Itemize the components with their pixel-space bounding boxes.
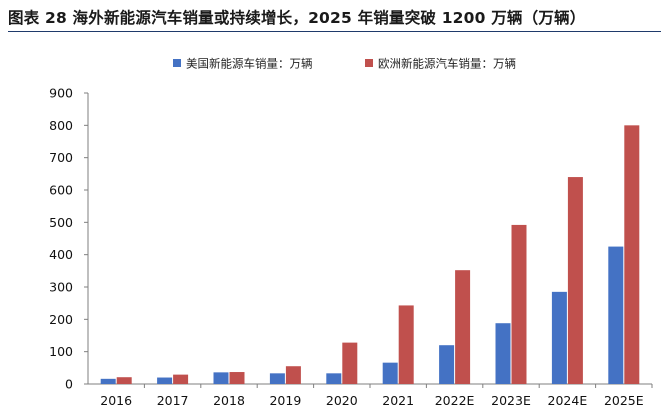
- bar: [213, 372, 229, 384]
- bar: [624, 125, 640, 384]
- y-tick-label: 0: [65, 377, 73, 392]
- y-tick-label: 400: [49, 247, 73, 262]
- bar: [342, 342, 358, 384]
- x-tick-label: 2020: [326, 393, 358, 408]
- y-tick-label: 800: [49, 118, 73, 133]
- y-tick-label: 200: [49, 312, 73, 327]
- x-tick-label: 2018: [213, 393, 245, 408]
- y-tick-label: 900: [49, 86, 73, 101]
- bar: [173, 374, 189, 384]
- legend-swatch: [173, 59, 181, 67]
- x-tick-label: 2025E: [604, 393, 644, 408]
- y-tick-label: 600: [49, 183, 73, 198]
- y-tick-label: 300: [49, 280, 73, 295]
- y-tick-label: 700: [49, 150, 73, 165]
- bar: [511, 224, 527, 384]
- bar: [567, 177, 583, 384]
- bar: [398, 305, 414, 384]
- legend-label: 欧洲新能源汽车销量：万辆: [378, 57, 516, 71]
- bar: [116, 377, 132, 384]
- bar: [100, 378, 116, 384]
- x-tick-label: 2019: [269, 393, 301, 408]
- x-tick-label: 2023E: [491, 393, 531, 408]
- bar: [229, 372, 245, 384]
- bar: [326, 373, 342, 384]
- bar: [285, 366, 301, 384]
- x-tick-label: 2016: [100, 393, 132, 408]
- bar: [269, 373, 285, 384]
- chart-title: 图表 28 海外新能源汽车销量或持续增长，2025 年销量突破 1200 万辆（…: [8, 9, 586, 27]
- title-underline: [8, 31, 661, 32]
- bar: [608, 246, 624, 384]
- bar: [439, 345, 455, 384]
- bar: [455, 270, 471, 384]
- x-tick-label: 2021: [382, 393, 414, 408]
- bar: [551, 291, 567, 384]
- bar: [157, 377, 173, 384]
- legend-swatch: [365, 59, 373, 67]
- x-tick-label: 2022E: [435, 393, 475, 408]
- x-tick-label: 2017: [157, 393, 189, 408]
- bar: [495, 323, 511, 384]
- y-tick-label: 500: [49, 215, 73, 230]
- y-tick-label: 100: [49, 344, 73, 359]
- legend-label: 美国新能源车销量：万辆: [186, 57, 313, 71]
- x-tick-label: 2024E: [548, 393, 588, 408]
- bar: [382, 362, 398, 384]
